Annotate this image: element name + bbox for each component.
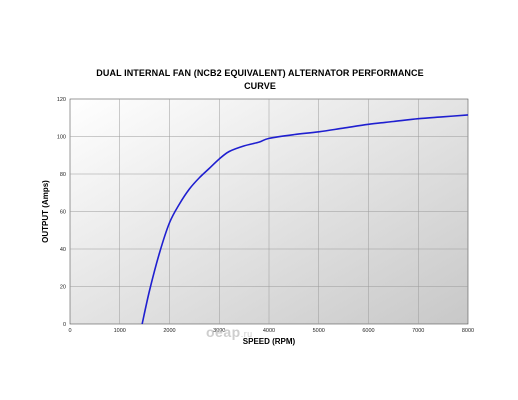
y-tick-label: 80 bbox=[60, 172, 66, 178]
chart-title-line-1: DUAL INTERNAL FAN (NCB2 EQUIVALENT) ALTE… bbox=[96, 68, 424, 78]
x-tick-label: 1000 bbox=[114, 328, 126, 334]
x-axis-label: SPEED (RPM) bbox=[243, 337, 296, 346]
x-tick-label: 7000 bbox=[412, 328, 424, 334]
x-tick-label: 3000 bbox=[213, 328, 225, 334]
y-tick-label: 0 bbox=[63, 322, 66, 328]
y-tick-label: 20 bbox=[60, 285, 66, 291]
y-tick-label: 60 bbox=[60, 210, 66, 216]
output-curve-line bbox=[141, 114, 469, 325]
x-tick-label: 5000 bbox=[313, 328, 325, 334]
y-axis-label: OUTPUT (Amps) bbox=[41, 180, 50, 243]
x-tick-label: 8000 bbox=[462, 328, 474, 334]
grid-lines bbox=[70, 99, 468, 324]
axis-ticks: 0 1000 2000 3000 4000 5000 6000 7000 8000 0 20 40 60… bbox=[57, 97, 474, 334]
y-tick-label: 120 bbox=[57, 97, 66, 103]
y-tick-label: 100 bbox=[57, 135, 66, 141]
x-tick-label: 0 bbox=[68, 328, 71, 334]
y-tick-label: 40 bbox=[60, 247, 66, 253]
chart-title-line-2: CURVE bbox=[244, 81, 276, 91]
x-tick-label: 2000 bbox=[163, 328, 175, 334]
x-tick-label: 6000 bbox=[362, 328, 374, 334]
x-tick-label: 4000 bbox=[263, 328, 275, 334]
watermark-logo: oeap.ru bbox=[206, 324, 253, 340]
